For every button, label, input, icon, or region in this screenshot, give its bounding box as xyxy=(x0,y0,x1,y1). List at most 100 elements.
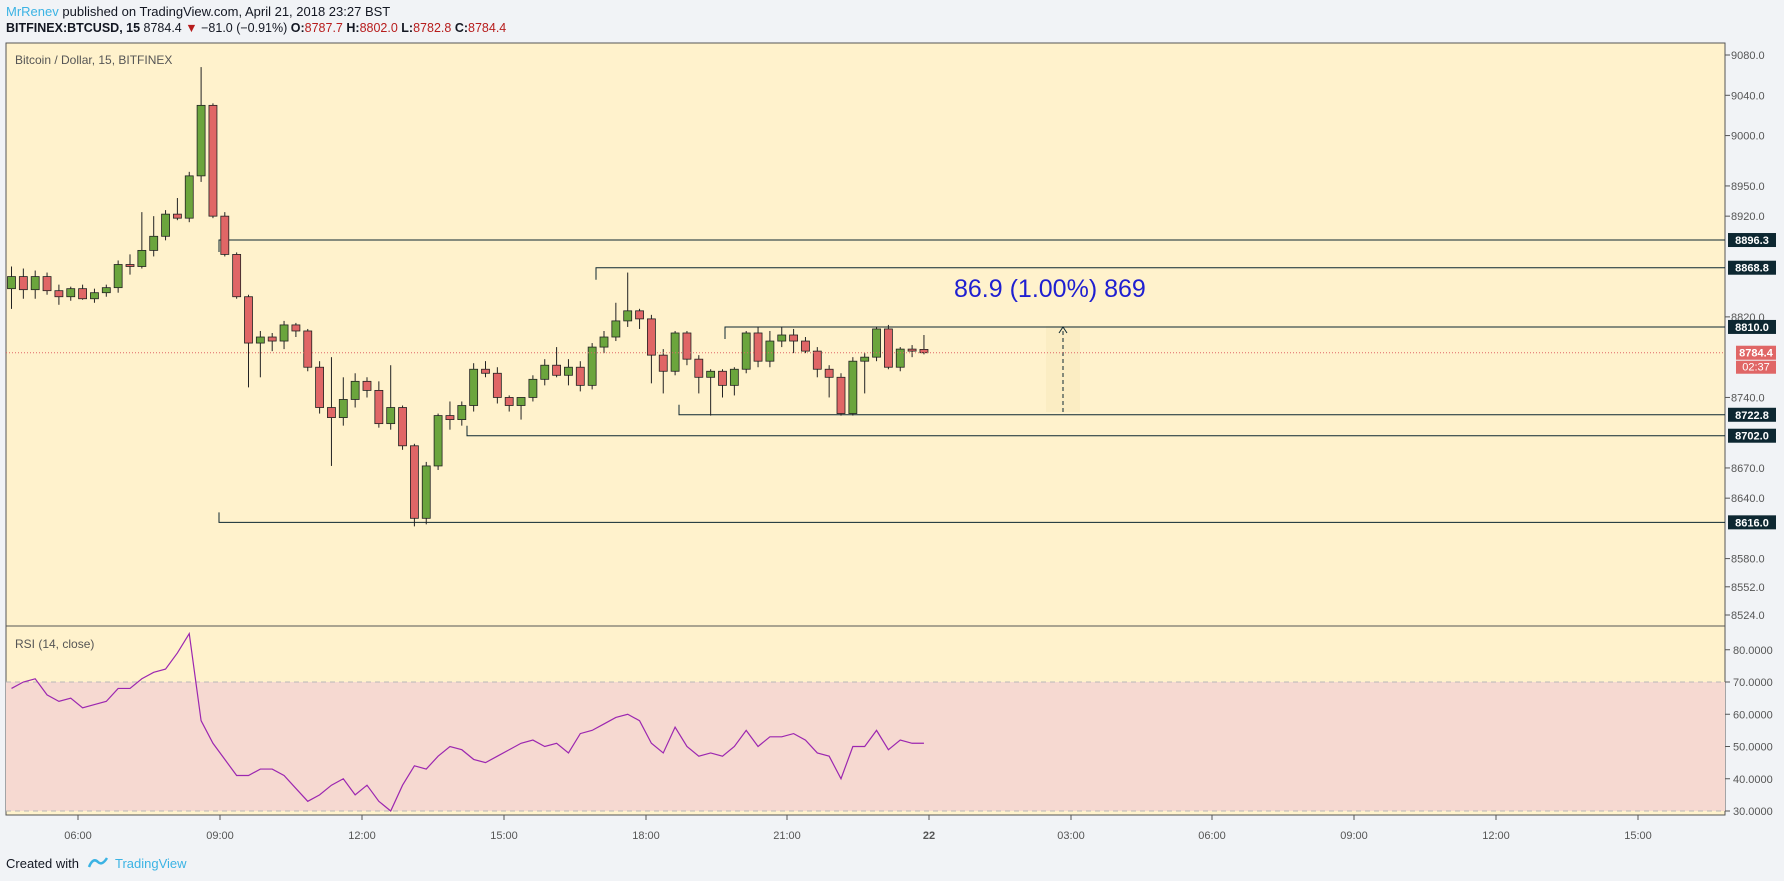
price-pane[interactable] xyxy=(5,42,1726,627)
candle xyxy=(457,401,467,426)
candle-body xyxy=(670,332,680,372)
level-tag xyxy=(1728,428,1776,443)
time-tick-label: 06:00 xyxy=(1198,830,1226,842)
candle-body xyxy=(66,288,76,298)
candle-body xyxy=(836,376,846,414)
price-tick-label: 9040.0 xyxy=(1731,90,1765,102)
candle-body xyxy=(362,380,372,391)
candle xyxy=(469,363,479,412)
level-tag-label: 8702.0 xyxy=(1735,431,1769,443)
candle xyxy=(445,401,455,430)
time-tick-label: 09:00 xyxy=(206,830,234,842)
candle xyxy=(647,314,656,384)
candle xyxy=(18,268,28,299)
time-tick-label: 18:00 xyxy=(632,830,660,842)
candle xyxy=(244,294,253,388)
candle-body xyxy=(575,366,585,386)
candle-body xyxy=(789,334,798,342)
chart-title: Bitcoin / Dollar, 15, BITFINEX xyxy=(15,53,172,67)
candle-body xyxy=(137,249,147,267)
candle-body xyxy=(457,405,467,421)
candle-body xyxy=(433,415,443,467)
author-link[interactable]: MrRenev xyxy=(6,4,59,19)
candle xyxy=(528,375,538,402)
candle xyxy=(208,103,218,219)
price-tick-label: 8552.0 xyxy=(1731,582,1765,594)
candle xyxy=(421,461,431,525)
time-axis[interactable]: 06:00 09:00 12:00 15:00 18:00 21:00 22 03:00 06:… xyxy=(64,815,1652,842)
candle-body xyxy=(919,349,929,354)
candle-body xyxy=(18,276,28,291)
level-tag-label: 8810.0 xyxy=(1735,322,1769,334)
candle-body xyxy=(469,368,479,406)
candle-body xyxy=(398,407,407,447)
candle xyxy=(706,369,716,416)
publish-info: published on TradingView.com, April 21, … xyxy=(62,4,391,19)
candle xyxy=(718,369,727,398)
high-label: H: xyxy=(346,21,360,35)
candle xyxy=(184,171,194,223)
candle xyxy=(42,272,52,295)
candle xyxy=(54,284,64,305)
candle xyxy=(303,328,313,372)
level-line xyxy=(724,326,1725,339)
candle xyxy=(599,330,609,354)
candle-body xyxy=(445,415,455,421)
price-tick-label: 8640.0 xyxy=(1731,493,1765,505)
candle xyxy=(753,326,763,368)
candle-body xyxy=(374,389,384,425)
candle-body xyxy=(90,292,99,300)
candle-body xyxy=(848,360,858,414)
candle-body xyxy=(409,445,419,519)
candle-body xyxy=(78,288,87,300)
level-tag-label: 8896.3 xyxy=(1735,235,1769,247)
level-tag-label: 8868.8 xyxy=(1735,263,1769,275)
price-tick-label: 9000.0 xyxy=(1731,131,1765,143)
level-tags: 8896.3 8868.8 8810.0 8722.8 8702.0 8616.0 8784… xyxy=(1728,233,1776,530)
candle xyxy=(78,284,87,300)
candle xyxy=(895,347,905,372)
candle-body xyxy=(777,334,787,342)
candle xyxy=(777,326,787,348)
candle xyxy=(552,347,561,378)
time-tick-label: 21:00 xyxy=(773,830,801,842)
candle-body xyxy=(291,324,301,332)
candle-body xyxy=(611,320,621,338)
candle xyxy=(516,397,526,420)
created-with: Created with xyxy=(6,856,79,871)
candle xyxy=(492,367,502,404)
candle xyxy=(504,395,514,412)
level-line xyxy=(595,267,1725,280)
candle xyxy=(801,337,810,354)
candle xyxy=(137,212,147,269)
price-axis[interactable]: 9080.09040.09000.08950.08920.08820.08740… xyxy=(1725,50,1765,622)
candle xyxy=(409,443,419,527)
time-tick-label: 22 xyxy=(923,830,935,842)
candle-body xyxy=(647,318,656,356)
level-tag-label: 8616.0 xyxy=(1735,517,1769,529)
candle xyxy=(611,302,621,342)
candle xyxy=(658,349,668,394)
candle xyxy=(338,377,348,426)
support-resistance-lines xyxy=(218,239,1725,523)
candle-body xyxy=(338,399,348,418)
price-tick-label: 9080.0 xyxy=(1731,50,1765,62)
candle-body xyxy=(113,264,123,289)
ohlc-line: BITFINEX:BTCUSD, 15 8784.4 ▼ −81.0 (−0.9… xyxy=(6,21,506,35)
candle-body xyxy=(706,370,716,378)
price-tick-label: 8524.0 xyxy=(1731,610,1765,622)
candle xyxy=(540,359,550,386)
tradingview-link[interactable]: TradingView xyxy=(114,856,187,871)
tradingview-logo-icon xyxy=(87,855,109,872)
candle-body xyxy=(315,366,325,408)
price-tick-label: 8670.0 xyxy=(1731,463,1765,475)
candle-body xyxy=(824,368,834,378)
candle xyxy=(481,361,490,378)
rsi-axis[interactable]: 80.0000 70.0000 60.0000 50.0000 40.0000 30.00… xyxy=(1725,645,1773,818)
candle xyxy=(575,361,585,392)
rsi-tick-label: 60.0000 xyxy=(1733,709,1773,721)
candle-body xyxy=(149,235,159,251)
candle-body xyxy=(7,276,16,290)
candle-body xyxy=(753,332,763,362)
